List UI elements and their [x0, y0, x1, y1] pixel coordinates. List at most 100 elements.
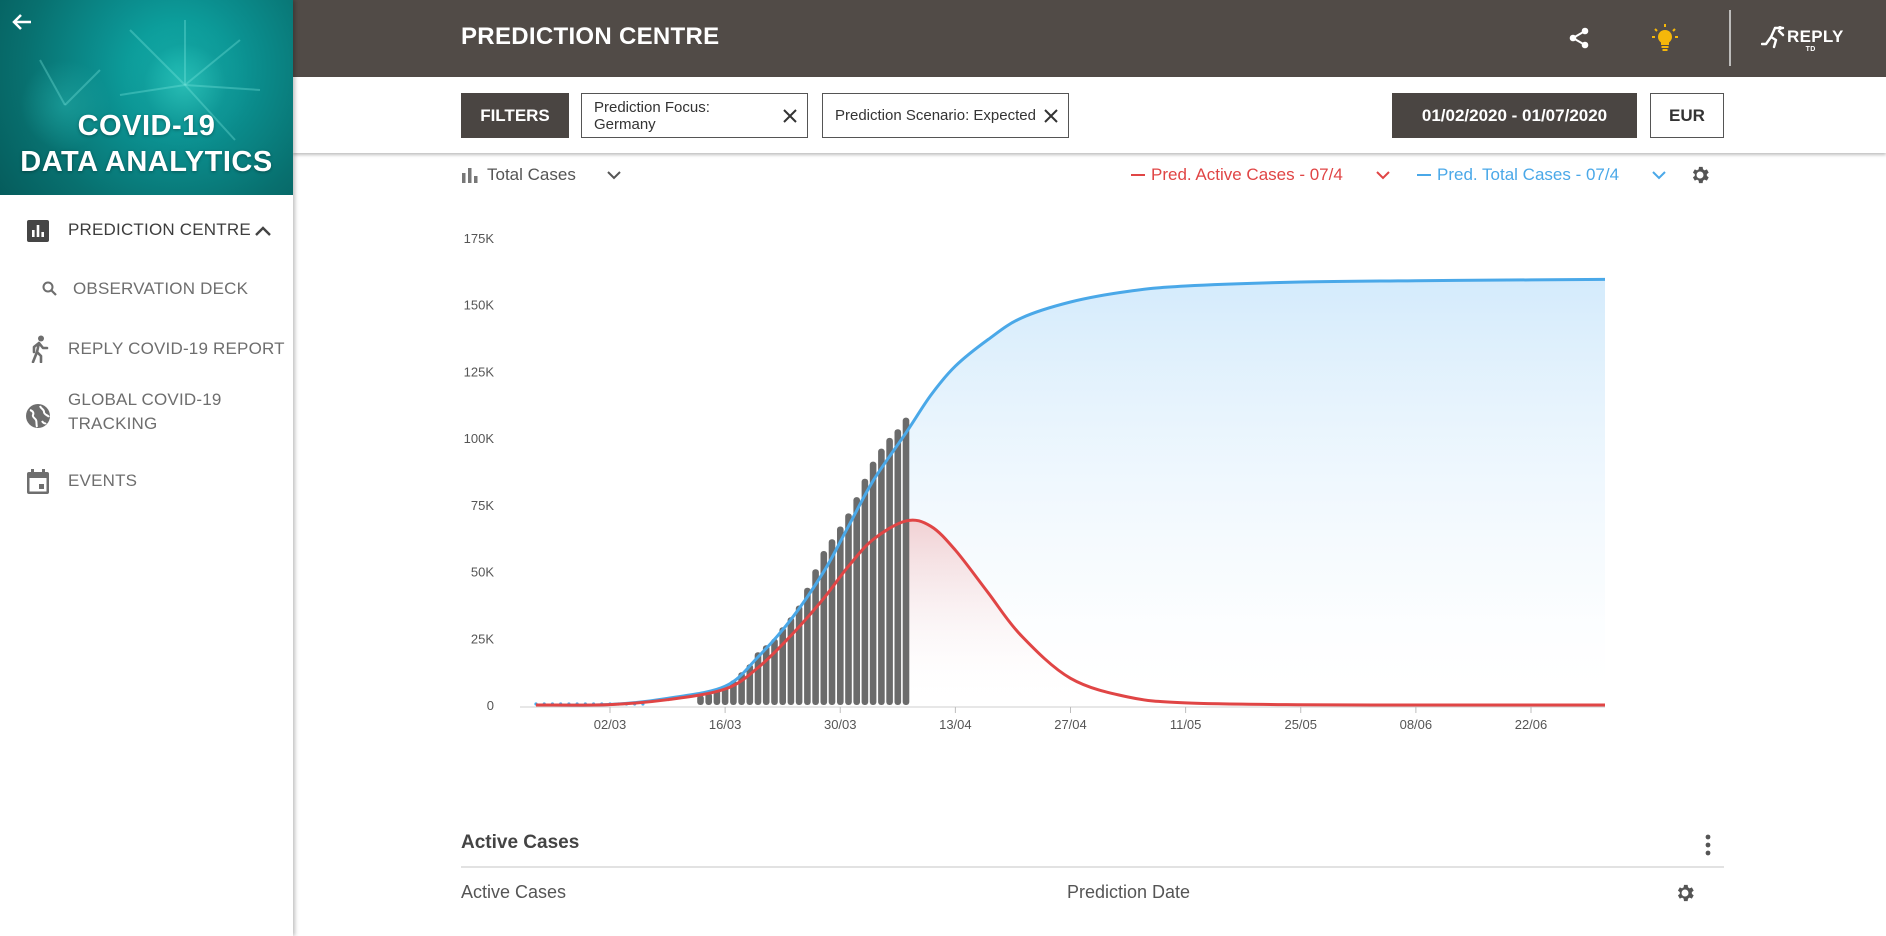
column-header-active-cases[interactable]: Active Cases: [461, 882, 567, 902]
legend-label: Pred. Active Cases - 07/4: [1151, 165, 1343, 184]
x-tick-label: 13/04: [939, 717, 972, 732]
x-tick-label: 11/05: [1170, 717, 1202, 732]
runner-icon: [24, 335, 52, 363]
chevron-down-icon: [1652, 171, 1666, 180]
filter-chip-prediction-focus[interactable]: Prediction Focus: Germany: [581, 93, 808, 138]
bar-series: [534, 417, 910, 706]
column-header-prediction-date[interactable]: Prediction Date: [1067, 882, 1191, 902]
x-tick-label: 27/04: [1054, 717, 1087, 732]
sidebar-item-reply-report[interactable]: REPLY COVID-19 REPORT: [0, 333, 293, 365]
share-icon[interactable]: [1563, 22, 1595, 54]
legend-label: Pred. Total Cases - 07/4: [1437, 165, 1620, 184]
bar: [845, 513, 852, 705]
legend-active-cases-select[interactable]: Pred. Active Cases - 07/4: [1131, 162, 1391, 188]
legend-swatch: [1417, 174, 1431, 176]
sidebar-item-observation-deck[interactable]: OBSERVATION DECK: [0, 275, 293, 303]
more-vert-icon[interactable]: [1696, 832, 1720, 858]
x-tick-label: 25/05: [1284, 717, 1317, 732]
bar: [820, 551, 828, 705]
sidebar-item-prediction-centre[interactable]: PREDICTION CENTRE: [0, 216, 293, 246]
bar: [705, 692, 712, 705]
filters-button[interactable]: FILTERS: [461, 93, 569, 138]
sidebar-item-events[interactable]: EVENTS: [0, 466, 293, 496]
date-range-button[interactable]: 01/02/2020 - 01/07/2020: [1392, 93, 1637, 138]
table-settings-gear-icon[interactable]: [1672, 880, 1698, 906]
search-icon: [36, 275, 64, 303]
x-tick-label: 08/06: [1400, 717, 1433, 732]
chart-type-select[interactable]: Total Cases: [461, 162, 622, 188]
bar-chart-icon: [462, 168, 478, 183]
close-icon[interactable]: [1042, 107, 1060, 125]
lightbulb-icon[interactable]: [1649, 22, 1681, 54]
bar: [869, 461, 877, 705]
bar: [713, 689, 721, 705]
legend-total-cases-select[interactable]: Pred. Total Cases - 07/4: [1417, 162, 1667, 188]
brand-banner: COVID-19 DATA ANALYTICS: [0, 0, 293, 195]
bar: [894, 429, 902, 705]
table-title: Active Cases: [461, 832, 580, 853]
bar: [853, 497, 860, 705]
brand-title-line1: COVID-19: [77, 110, 216, 142]
filter-chip-label: Prediction Scenario: Expected: [835, 107, 1036, 124]
series-line-active: [535, 518, 1605, 707]
page-title: PREDICTION CENTRE: [461, 23, 720, 50]
filter-bar: FILTERS Prediction Focus: Germany Predic…: [293, 77, 1886, 153]
bar: [795, 605, 803, 705]
sidebar-item-global-tracking[interactable]: GLOBAL COVID-19 TRACKING: [0, 388, 293, 438]
y-tick-label: 125K: [464, 364, 495, 379]
y-tick-label: 100K: [464, 431, 495, 446]
y-tick-label: 150K: [464, 298, 495, 313]
calendar-icon: [24, 468, 52, 496]
bar: [812, 569, 819, 705]
y-tick-label: 75K: [471, 498, 494, 513]
bar: [762, 645, 770, 705]
reply-logo[interactable]: REPLY TD: [1761, 22, 1843, 53]
y-tick-label: 175K: [464, 231, 495, 246]
virus-spikes-decoration: [39, 20, 261, 141]
bar: [902, 417, 910, 705]
x-axis: 02/03 16/03 30/03 13/04 27/04 11/05 25/05 08/06…: [520, 706, 1605, 732]
chevron-down-icon: [1376, 171, 1390, 180]
chart-settings-gear-icon[interactable]: [1687, 162, 1713, 188]
sidebar-item-label: REPLY COVID-19 REPORT: [68, 339, 285, 358]
reply-runner-icon: [1761, 26, 1785, 49]
sidebar-item-label: PREDICTION CENTRE: [68, 220, 251, 239]
bar: [787, 617, 795, 705]
x-tick-label: 22/06: [1515, 717, 1548, 732]
table-divider: [461, 866, 1724, 868]
bar-chart-icon: [24, 217, 52, 245]
sidebar-item-label: OBSERVATION DECK: [73, 279, 249, 298]
y-tick-label: 25K: [471, 631, 494, 646]
sidebar-item-label: GLOBAL COVID-19: [68, 390, 222, 409]
chevron-down-icon: [607, 171, 621, 180]
y-tick-label: 50K: [471, 565, 494, 580]
x-tick-label: 02/03: [594, 717, 627, 732]
area-fill-total: [906, 279, 1605, 705]
sidebar-item-label: TRACKING: [68, 414, 158, 433]
bar: [828, 539, 836, 705]
brand-title: COVID-19 DATA ANALYTICS: [0, 108, 293, 180]
y-tick-label: 0: [487, 698, 494, 713]
back-arrow-icon[interactable]: [8, 8, 36, 36]
chevron-up-icon[interactable]: [254, 222, 272, 241]
filter-chip-prediction-scenario[interactable]: Prediction Scenario: Expected: [822, 93, 1069, 138]
globe-icon: [24, 402, 52, 430]
bar: [697, 695, 704, 705]
legend-swatch: [1131, 174, 1145, 176]
series-line-total: [535, 277, 1606, 707]
bar: [886, 437, 893, 705]
bar: [861, 478, 869, 705]
y-axis: 0 25K 50K 75K 100K 125K 150K 175K: [464, 231, 495, 713]
bar: [804, 587, 811, 705]
bar: [779, 627, 786, 705]
sidebar: COVID-19 DATA ANALYTICS PREDICTION CENTR…: [0, 0, 293, 936]
header: PREDICTION CENTRE REPLY TD: [293, 0, 1886, 77]
header-divider: [1729, 10, 1731, 66]
reply-logo-sub: TD: [1805, 45, 1816, 53]
sidebar-item-label: EVENTS: [68, 471, 138, 490]
chart-type-label: Total Cases: [487, 165, 576, 184]
close-icon[interactable]: [781, 107, 799, 125]
currency-button[interactable]: EUR: [1650, 93, 1724, 138]
area-fill-active: [906, 520, 1605, 705]
x-tick-label: 30/03: [824, 717, 857, 732]
